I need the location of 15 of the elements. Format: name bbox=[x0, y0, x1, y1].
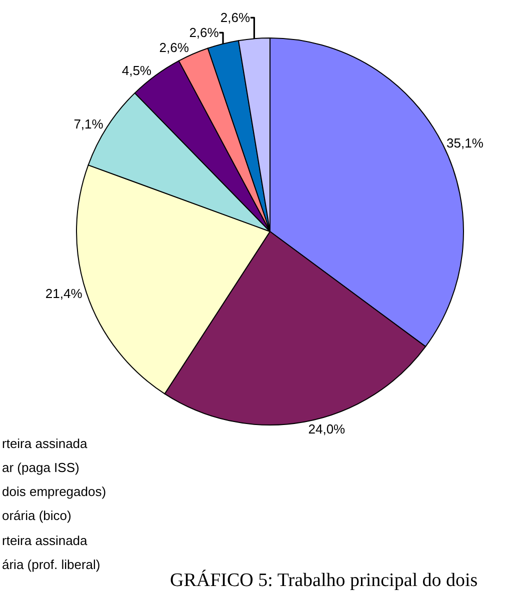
data-label: 2,6% bbox=[189, 25, 220, 40]
data-label: 2,6% bbox=[220, 10, 250, 26]
data-label: 35,1% bbox=[446, 135, 484, 150]
text: rteira assinada bbox=[2, 436, 88, 451]
data-label: 7,1% bbox=[74, 116, 104, 132]
text: GRÁFICO 5: Trabalho principal do dois bbox=[170, 569, 478, 591]
text: ária (prof. liberal) bbox=[2, 557, 100, 572]
data-label: 21,4% bbox=[45, 286, 83, 302]
text: dois empregados) bbox=[2, 484, 106, 499]
text: ar (paga ISS) bbox=[2, 460, 80, 475]
text: rteira assinada bbox=[2, 533, 88, 548]
data-label: 4,5% bbox=[122, 63, 152, 78]
data-label: 2,6% bbox=[159, 40, 190, 56]
data-label: 24,0% bbox=[308, 422, 346, 437]
text: orária (bico) bbox=[2, 508, 72, 523]
